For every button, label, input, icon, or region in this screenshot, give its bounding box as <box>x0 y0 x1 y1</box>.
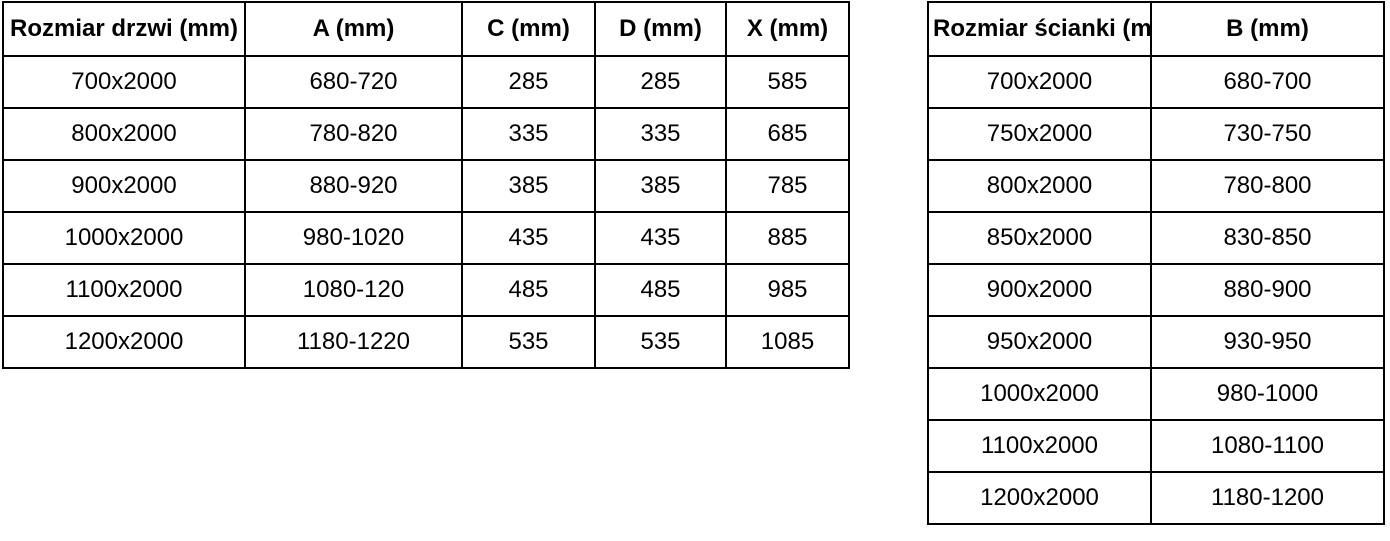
table-cell: 680-720 <box>244 55 463 109</box>
table-cell: 1085 <box>725 315 850 369</box>
table-row: 950x2000 930-950 <box>927 315 1385 369</box>
table-cell: 435 <box>594 211 727 265</box>
table-cell: 1100x2000 <box>2 263 246 317</box>
table-row: 800x2000 780-820 335 335 685 <box>2 107 850 161</box>
table-cell: 950x2000 <box>927 315 1152 369</box>
column-header: Rozmiar ścianki (mm) <box>927 1 1152 57</box>
column-header: C (mm) <box>461 1 596 57</box>
table-cell: 700x2000 <box>927 55 1152 109</box>
table-cell: 1080-1100 <box>1150 419 1385 473</box>
table-row: 850x2000 830-850 <box>927 211 1385 265</box>
column-header: A (mm) <box>244 1 463 57</box>
table-row: 900x2000 880-900 <box>927 263 1385 317</box>
table-cell: 700x2000 <box>2 55 246 109</box>
table-cell: 730-750 <box>1150 107 1385 161</box>
column-header: B (mm) <box>1150 1 1385 57</box>
table-cell: 900x2000 <box>2 159 246 213</box>
table-cell: 1000x2000 <box>927 367 1152 421</box>
table-row: 750x2000 730-750 <box>927 107 1385 161</box>
table-cell: 435 <box>461 211 596 265</box>
header-row: Rozmiar drzwi (mm) A (mm) C (mm) D (mm) X (m… <box>2 1 850 57</box>
table-cell: 900x2000 <box>927 263 1152 317</box>
table-row: 1100x2000 1080-120 485 485 985 <box>2 263 850 317</box>
table-row: 800x2000 780-800 <box>927 159 1385 213</box>
table-cell: 1200x2000 <box>2 315 246 369</box>
table-cell: 985 <box>725 263 850 317</box>
table-row: 1200x2000 1180-1220 535 535 1085 <box>2 315 850 369</box>
table-cell: 385 <box>594 159 727 213</box>
table-cell: 785 <box>725 159 850 213</box>
table-row: 1000x2000 980-1000 <box>927 367 1385 421</box>
table-cell: 1180-1220 <box>244 315 463 369</box>
table-cell: 1200x2000 <box>927 471 1152 525</box>
table-cell: 930-950 <box>1150 315 1385 369</box>
table-cell: 850x2000 <box>927 211 1152 265</box>
door-sizes-table: Rozmiar drzwi (mm) A (mm) C (mm) D (mm) X (m… <box>2 1 850 369</box>
table-cell: 485 <box>594 263 727 317</box>
table-cell: 535 <box>461 315 596 369</box>
table-cell: 885 <box>725 211 850 265</box>
table-cell: 385 <box>461 159 596 213</box>
table-cell: 285 <box>461 55 596 109</box>
table-cell: 880-900 <box>1150 263 1385 317</box>
table-cell: 585 <box>725 55 850 109</box>
table-cell: 830-850 <box>1150 211 1385 265</box>
wall-sizes-table: Rozmiar ścianki (mm)B (mm) 700x2000680-7… <box>927 1 1385 525</box>
table-cell: 535 <box>594 315 727 369</box>
column-header: D (mm) <box>594 1 727 57</box>
table-row: 1000x2000 980-1020 435 435 885 <box>2 211 850 265</box>
table-cell: 980-1000 <box>1150 367 1385 421</box>
table-row: 1100x2000 1080-1100 <box>927 419 1385 473</box>
table-cell: 800x2000 <box>927 159 1152 213</box>
table-cell: 285 <box>594 55 727 109</box>
table-cell: 485 <box>461 263 596 317</box>
table-cell: 1080-120 <box>244 263 463 317</box>
table-cell: 1000x2000 <box>2 211 246 265</box>
table-cell: 685 <box>725 107 850 161</box>
table-row: 900x2000 880-920 385 385 785 <box>2 159 850 213</box>
column-header: X (mm) <box>725 1 850 57</box>
column-header: Rozmiar drzwi (mm) <box>2 1 246 57</box>
table-cell: 680-700 <box>1150 55 1385 109</box>
table-row: 1200x2000 1180-1200 <box>927 471 1385 525</box>
table-cell: 780-820 <box>244 107 463 161</box>
table-cell: 800x2000 <box>2 107 246 161</box>
table-cell: 880-920 <box>244 159 463 213</box>
table-cell: 1100x2000 <box>927 419 1152 473</box>
header-row: Rozmiar ścianki (mm)B (mm) <box>927 1 1385 57</box>
table-cell: 980-1020 <box>244 211 463 265</box>
table-cell: 780-800 <box>1150 159 1385 213</box>
table-cell: 750x2000 <box>927 107 1152 161</box>
table-cell: 1180-1200 <box>1150 471 1385 525</box>
table-cell: 335 <box>594 107 727 161</box>
table-cell: 335 <box>461 107 596 161</box>
table-row: 700x2000 680-720 285 285 585 <box>2 55 850 109</box>
table-row: 700x2000 680-700 <box>927 55 1385 109</box>
